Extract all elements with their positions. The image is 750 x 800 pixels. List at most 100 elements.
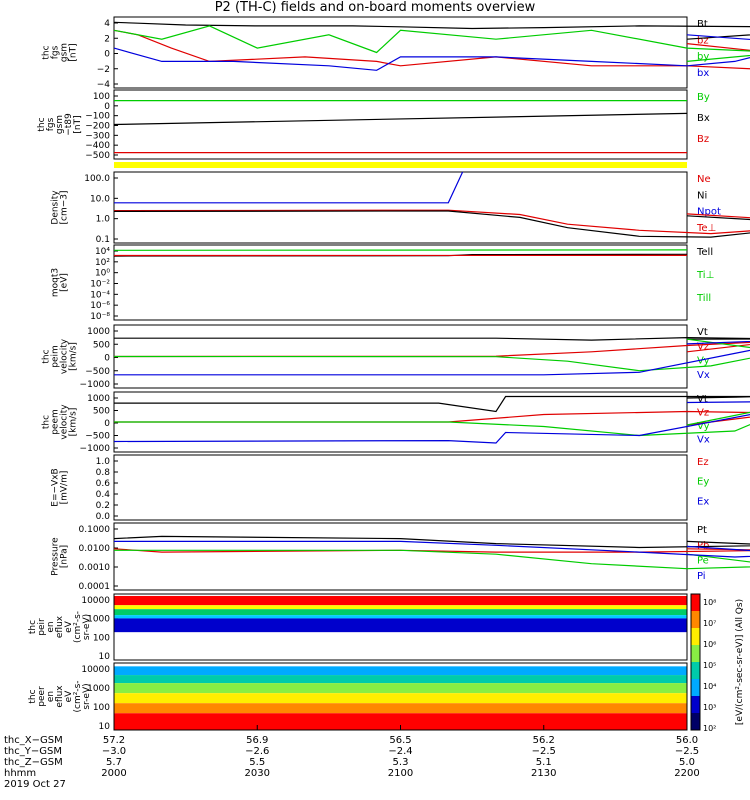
series-line [113,338,750,372]
y-tick-label: 0 [104,419,110,429]
panel-frame [113,522,688,591]
y-axis-label: velocity [60,338,70,374]
series-line [113,209,750,235]
y-tick-label: 10⁻² [90,280,110,290]
y-tick-label: 0.0001 [79,582,111,592]
x-tick-label: 2030 [245,768,270,779]
y-tick-label: 0.0100 [79,544,111,554]
panel-frame [113,16,688,89]
y-axis-label: peir [37,618,47,636]
y-axis-label: E=−VxB [51,468,61,506]
legend-entry: Vz [697,341,709,352]
colorbar-segment [691,594,700,612]
legend-entry: Vx [697,370,710,381]
y-tick-label: 2 [104,34,110,44]
y-axis-label: thc [37,117,47,131]
spectrogram-band [114,663,687,667]
y-tick-label: 10 [99,722,111,732]
y-tick-label: −100 [85,112,110,122]
spectrogram-band [114,632,687,660]
legend-entry: Ni [697,190,707,201]
y-axis-label: thc [42,415,52,429]
x-tick-label: 5.7 [106,757,122,768]
y-axis-label: [eV] [60,273,70,292]
y-axis-label: peim [51,345,61,368]
y-tick-label: −1000 [80,380,111,390]
y-tick-label: 10⁻⁴ [90,290,110,300]
y-tick-label: 0.0010 [79,563,111,573]
x-tick-label: 2100 [388,768,413,779]
x-row-label: hhmm [4,768,36,779]
x-tick-label: 57.2 [103,735,125,746]
x-tick-label: 56.5 [389,735,411,746]
x-row-label: thc_Z−GSM [4,757,63,768]
spectrogram-band [114,666,687,676]
panel-frame [113,593,688,661]
y-tick-label: −500 [85,367,110,377]
y-axis-label: thc [42,349,52,363]
y-tick-label: 10⁻⁸ [90,312,110,322]
y-tick-label: 100.0 [84,174,110,184]
series-line [114,395,750,413]
y-axis-label: (cm²-s- [73,680,83,712]
spectrogram-band [114,693,687,704]
y-axis-label: thc [28,689,38,703]
spectrogram-band [114,609,687,616]
colorbar-label: [eV/(cm²-sec-sr-eV)] (All Qs) [735,599,745,725]
legend-entry: Vt [697,327,708,338]
y-axis-label: moqt3 [51,268,61,297]
y-axis-label: velocity [60,404,70,440]
x-tick-label: 5.5 [249,757,265,768]
y-axis-label: fgs [46,117,56,131]
y-axis-label: [nT] [69,43,79,61]
y-axis-label: −t89 [64,113,74,136]
y-tick-label: 0.4 [96,490,111,500]
series-line [113,25,750,62]
y-axis-label: [km/s] [69,342,79,371]
legend-entry: Te⊥ [696,223,716,234]
y-tick-label: 500 [93,407,110,417]
x-tick-label: 56.0 [676,735,698,746]
y-tick-label: 0 [104,354,110,364]
y-axis-label: sr-eV) [82,683,92,709]
y-tick-label: 0.2 [96,501,110,511]
x-tick-label: 2200 [674,768,699,779]
colorbar-segment [691,713,700,731]
y-axis-label: eV [64,620,74,633]
spectrogram-band [114,605,687,610]
y-tick-label: 10.0 [90,194,110,204]
y-tick-label: 1000 [87,615,110,625]
y-tick-label: 1000 [87,327,110,337]
series-line [113,21,750,40]
y-tick-label: 10000 [81,665,110,675]
colorbar-segment [691,628,700,646]
y-axis-label: Density [51,190,61,225]
x-tick-label: 2130 [531,768,556,779]
y-axis-label: peer [37,686,47,707]
y-axis-label: [km/s] [69,408,79,437]
spectrogram-band [114,618,687,633]
y-tick-label: 0.8 [96,468,111,478]
y-tick-label: 4 [104,19,110,29]
y-tick-label: 1.0 [96,215,111,225]
legend-entry: Npot [697,207,721,218]
legend-entry: By [697,92,710,103]
colorbar-tick-label: 10⁸ [703,598,716,607]
colorbar-segment [691,696,700,714]
x-row-label: thc_X−GSM [4,735,63,746]
x-tick-label: 2000 [101,768,126,779]
series-line [114,410,750,426]
y-axis-label: en [46,621,56,632]
spectrogram-band [114,703,687,714]
y-axis-label: Pressure [51,537,61,576]
y-tick-label: −400 [85,141,110,151]
colorbar-tick-label: 10³ [703,703,716,712]
y-axis-label: peem [51,409,61,435]
legend-entry: Tell [696,247,713,258]
y-tick-label: 500 [93,340,110,350]
x-tick-label: 5.3 [393,757,409,768]
y-tick-label: 0.0 [96,512,111,522]
x-tick-label: −2.4 [388,746,412,757]
colorbar-frame [690,593,701,731]
